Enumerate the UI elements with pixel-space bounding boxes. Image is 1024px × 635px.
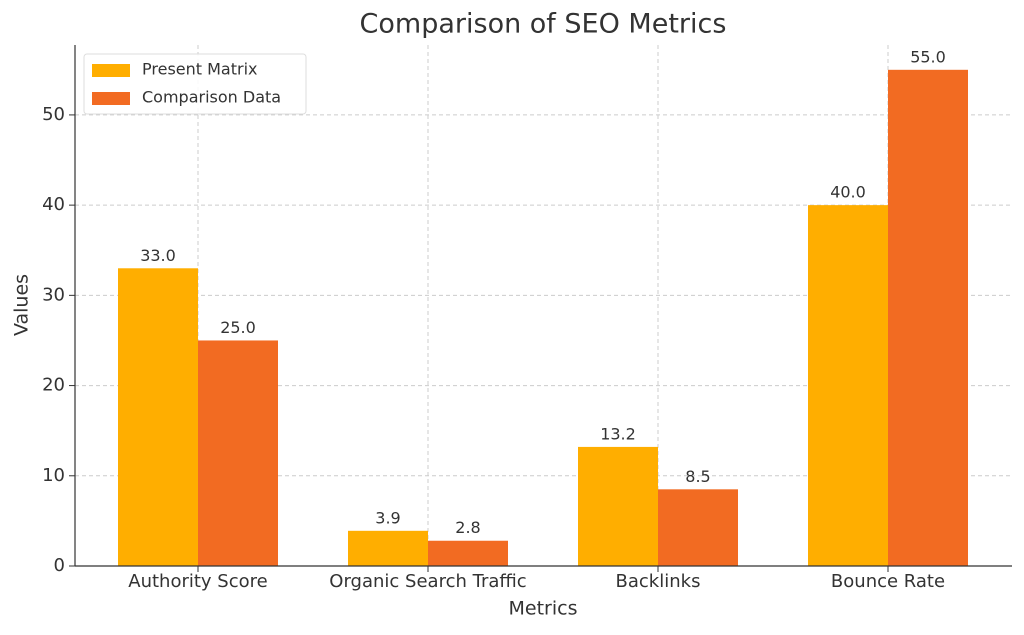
legend-swatch bbox=[92, 92, 130, 105]
x-tick-label: Backlinks bbox=[616, 571, 701, 592]
bar bbox=[198, 340, 278, 566]
value-label: 55.0 bbox=[910, 47, 946, 66]
x-axis-label: Metrics bbox=[509, 598, 578, 620]
bar bbox=[578, 446, 658, 566]
y-tick-label: 10 bbox=[42, 465, 65, 486]
y-tick-label: 30 bbox=[42, 284, 65, 305]
y-tick-label: 40 bbox=[42, 194, 65, 215]
y-tick-label: 0 bbox=[54, 555, 65, 576]
y-tick-label: 50 bbox=[42, 104, 65, 125]
bar bbox=[888, 69, 968, 567]
bar bbox=[428, 540, 508, 566]
legend-label: Present Matrix bbox=[142, 60, 258, 79]
legend-box bbox=[83, 53, 307, 115]
value-label: 2.8 bbox=[455, 518, 480, 537]
bar bbox=[348, 530, 428, 566]
value-label: 8.5 bbox=[685, 467, 710, 486]
x-tick-label: Authority Score bbox=[128, 571, 267, 592]
legend-swatch bbox=[92, 64, 130, 77]
bar bbox=[808, 205, 888, 566]
y-tick-label: 20 bbox=[42, 375, 65, 396]
bar bbox=[658, 489, 738, 566]
value-label: 40.0 bbox=[830, 183, 866, 202]
value-label: 13.2 bbox=[600, 424, 636, 443]
y-axis-label: Values bbox=[11, 274, 33, 336]
x-tick-label: Bounce Rate bbox=[831, 571, 945, 592]
bar bbox=[118, 268, 198, 566]
value-label: 25.0 bbox=[220, 318, 256, 337]
value-label: 33.0 bbox=[140, 246, 176, 265]
chart-title: Comparison of SEO Metrics bbox=[360, 9, 727, 40]
x-tick-label: Organic Search Traffic bbox=[329, 571, 526, 592]
value-label: 3.9 bbox=[375, 508, 400, 527]
legend: Present Matrix Comparison Data bbox=[83, 53, 307, 115]
legend-label: Comparison Data bbox=[142, 88, 281, 107]
